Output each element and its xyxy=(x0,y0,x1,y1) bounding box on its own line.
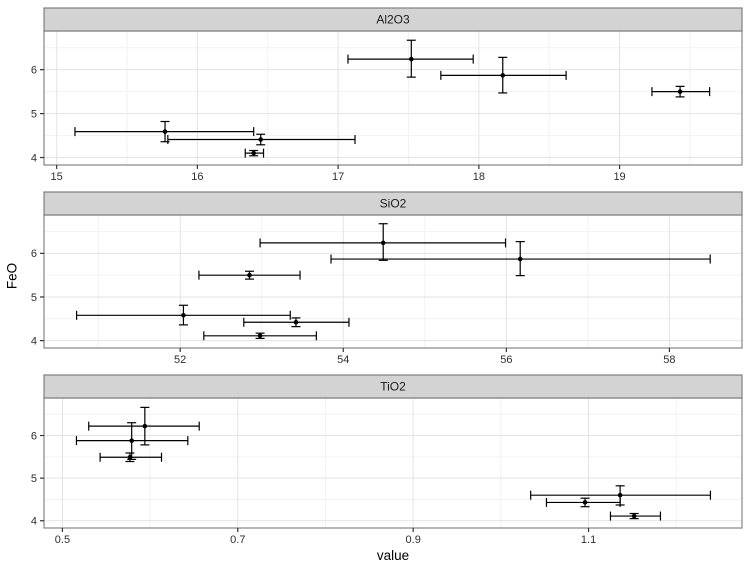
y-axis-title: FeO xyxy=(4,262,20,290)
x-tick-label: 0.7 xyxy=(230,534,245,546)
data-point xyxy=(517,256,523,262)
y-tick-label: 5 xyxy=(31,108,37,120)
data-point xyxy=(380,240,386,246)
x-tick-label: 58 xyxy=(663,354,675,366)
y-tick-label: 5 xyxy=(31,473,37,485)
data-point xyxy=(631,513,637,519)
y-tick-label: 6 xyxy=(31,65,37,77)
x-tick-label: 18 xyxy=(473,171,485,183)
x-tick-label: 15 xyxy=(51,171,63,183)
data-point xyxy=(293,319,299,325)
facet-strip-label: TiO2 xyxy=(380,380,406,394)
y-tick-label: 5 xyxy=(31,292,37,304)
data-point xyxy=(127,454,133,460)
data-point xyxy=(142,423,148,429)
y-tick-label: 4 xyxy=(31,335,37,347)
x-tick-label: 17 xyxy=(332,171,344,183)
x-tick-label: 54 xyxy=(337,354,349,366)
data-point xyxy=(251,150,256,156)
x-tick-label: 1.1 xyxy=(581,534,596,546)
x-tick-label: 16 xyxy=(191,171,203,183)
x-tick-label: 19 xyxy=(613,171,625,183)
data-point xyxy=(181,312,186,318)
facet-strip-label: Al2O3 xyxy=(376,13,410,27)
y-tick-label: 4 xyxy=(31,516,37,528)
data-point xyxy=(677,89,683,94)
data-point xyxy=(257,333,263,339)
x-tick-label: 52 xyxy=(174,354,186,366)
x-axis-title: value xyxy=(376,548,410,563)
x-tick-label: 56 xyxy=(500,354,512,366)
data-point xyxy=(129,438,134,443)
data-point xyxy=(500,73,506,78)
data-point xyxy=(162,129,168,134)
data-point xyxy=(582,500,588,505)
data-point xyxy=(258,137,264,142)
data-point xyxy=(408,56,414,62)
x-tick-label: 0.9 xyxy=(406,534,421,546)
y-tick-label: 6 xyxy=(31,248,37,260)
y-tick-label: 6 xyxy=(31,430,37,442)
data-point xyxy=(617,492,623,498)
facet-strip-label: SiO2 xyxy=(380,197,407,211)
x-tick-label: 0.5 xyxy=(55,534,70,546)
panel-background xyxy=(44,215,742,348)
facet-strip xyxy=(43,191,743,216)
y-tick-label: 4 xyxy=(31,152,37,164)
facet-strip xyxy=(43,374,743,399)
panel-background xyxy=(44,398,742,528)
facet-strip xyxy=(43,7,743,32)
data-point xyxy=(247,272,252,278)
panel-background xyxy=(44,31,742,165)
